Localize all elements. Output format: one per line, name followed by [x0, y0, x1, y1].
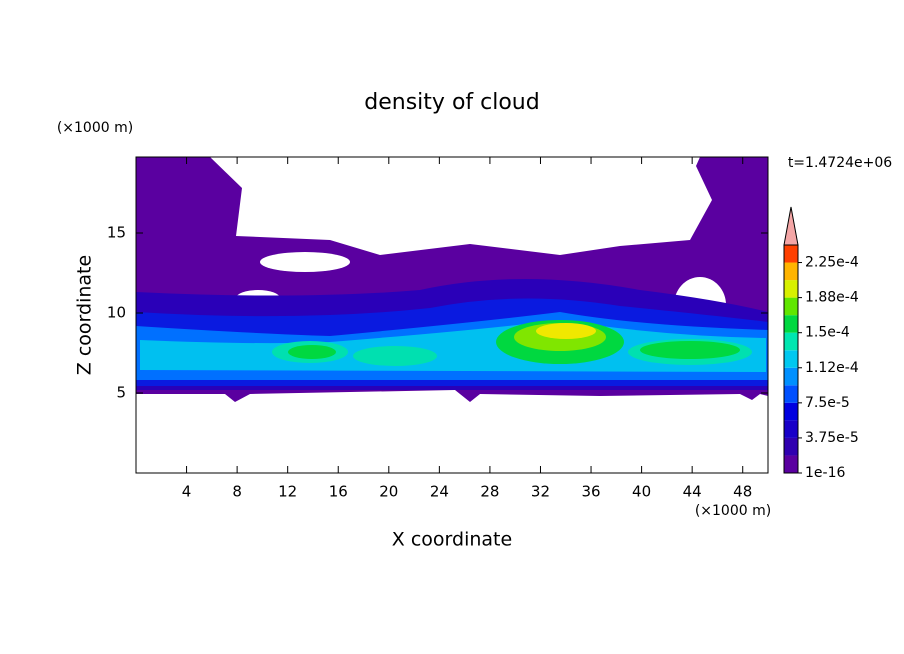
colorbar-band	[784, 455, 798, 473]
colorbar-label: 3.75e-5	[805, 430, 859, 446]
colorbar-label: 1.88e-4	[805, 290, 859, 306]
x-tick-label: 8	[232, 483, 242, 501]
plot-frame	[135, 156, 769, 474]
cloud-core	[288, 345, 336, 359]
x-tick-label: 28	[480, 483, 499, 501]
y-tick-label: 10	[107, 304, 126, 322]
colorbar-band	[784, 367, 798, 386]
cloud-core	[353, 346, 437, 366]
colorbar-band	[784, 385, 798, 403]
x-unit: (×1000 m)	[695, 503, 771, 519]
colorbar-band	[784, 280, 798, 298]
x-tick-label: 12	[278, 483, 297, 501]
colorbar-band	[784, 350, 798, 368]
y-unit: (×1000 m)	[57, 120, 133, 136]
x-tick-label: 16	[329, 483, 348, 501]
y-tick-label: 5	[116, 384, 126, 402]
x-axis-label: X coordinate	[392, 529, 512, 551]
colorbar-label: 1e-16	[805, 465, 845, 481]
x-tick-label: 44	[683, 483, 702, 501]
colorbar-band	[784, 245, 798, 263]
x-tick-label: 36	[581, 483, 600, 501]
colorbar-extend	[783, 206, 799, 246]
x-tick-label: 32	[531, 483, 550, 501]
cloud-gap	[260, 252, 350, 272]
x-tick-label: 48	[733, 483, 752, 501]
colorbar-band	[784, 437, 798, 456]
colorbar-band	[784, 315, 798, 333]
colorbar-band	[784, 297, 798, 316]
chart-title: density of cloud	[364, 90, 539, 115]
colorbar-band	[784, 262, 798, 281]
colorbar-label: 2.25e-4	[805, 255, 859, 271]
y-axis-label: Z coordinate	[74, 255, 96, 375]
cloud-core	[640, 341, 740, 359]
x-tick-label: 20	[379, 483, 398, 501]
contour-field	[136, 157, 768, 402]
colorbar-frame	[783, 244, 799, 474]
x-tick-label: 4	[182, 483, 192, 501]
colorbar-band	[784, 332, 798, 351]
colorbar-label: 1.5e-4	[805, 325, 850, 341]
cloud-core	[536, 323, 596, 339]
colorbar-band	[784, 420, 798, 438]
time-label: t=1.4724e+06	[788, 155, 892, 171]
x-tick-label: 40	[632, 483, 651, 501]
y-tick-label: 15	[107, 224, 126, 242]
x-tick-label: 24	[430, 483, 449, 501]
colorbar-label: 1.12e-4	[805, 360, 859, 376]
colorbar-label: 7.5e-5	[805, 395, 850, 411]
colorbar-band	[784, 402, 798, 421]
